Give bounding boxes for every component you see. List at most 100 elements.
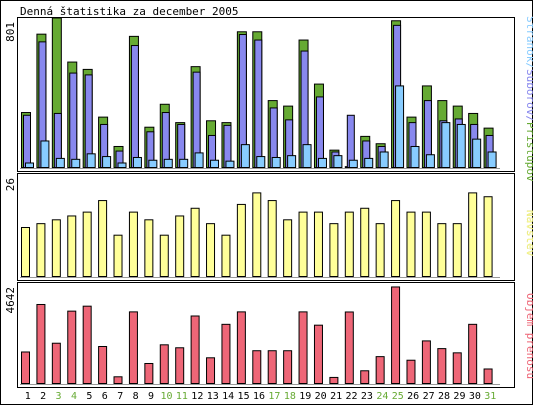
bar-volume-day-30 (468, 323, 478, 384)
x-tick-label: 25 (392, 391, 404, 402)
x-tick-label: 10 (160, 391, 172, 402)
x-tick-label: 7 (117, 391, 123, 402)
bar-volume-day-15 (236, 311, 246, 384)
bar-pages-day-2 (40, 140, 50, 168)
bar-visits-day-30 (468, 192, 478, 277)
x-tick-label: 18 (284, 391, 296, 402)
bar-volume-day-6 (98, 345, 108, 385)
bar-visits-day-29 (452, 223, 462, 277)
bar-pages-day-14 (225, 160, 235, 169)
bar-volume-day-16 (252, 350, 262, 385)
chart-title: Denná štatistika za december 2005 (20, 5, 239, 18)
bar-volume-day-24 (375, 356, 385, 384)
bar-volume-day-22 (344, 311, 354, 384)
bar-pages-day-6 (102, 156, 112, 169)
bar-pages-day-1 (25, 162, 34, 169)
x-tick-label: 2 (40, 391, 46, 402)
x-tick-label: 17 (268, 391, 280, 402)
bar-volume-day-11 (175, 347, 185, 385)
x-tick-label: 22 (345, 391, 357, 402)
x-tick-label: 14 (222, 391, 234, 402)
bar-pages-day-22 (348, 159, 358, 169)
bar-visits-day-7 (113, 234, 123, 277)
bar-pages-day-7 (117, 162, 127, 169)
y-label-1-part-3: Prístupov (524, 122, 533, 182)
bar-pages-day-28 (441, 122, 451, 168)
bar-volume-day-14 (221, 323, 231, 384)
bar-pages-day-3 (55, 157, 65, 169)
y-label-1-part-2: Súborov/ (524, 69, 533, 122)
bar-visits-day-20 (313, 211, 323, 277)
y-max-label-1: 801 (4, 22, 17, 42)
bar-pages-day-18 (287, 155, 297, 169)
bar-volume-day-1 (21, 351, 30, 385)
bar-visits-day-18 (283, 219, 293, 277)
x-tick-label: 23 (361, 391, 373, 402)
bar-volume-day-7 (113, 376, 123, 385)
bar-visits-day-8 (128, 211, 138, 277)
x-tick-label: 31 (484, 391, 496, 402)
bar-pages-day-9 (148, 159, 158, 169)
bar-pages-day-27 (425, 154, 435, 169)
bar-volume-day-9 (144, 362, 154, 384)
x-tick-label: 24 (376, 391, 388, 402)
bar-pages-day-19 (302, 144, 312, 168)
bar-pages-day-12 (194, 152, 204, 168)
bar-visits-day-10 (159, 234, 169, 277)
bar-visits-day-31 (483, 196, 493, 278)
bar-pages-day-4 (71, 158, 81, 169)
bar-visits-day-27 (421, 211, 431, 277)
bar-visits-day-16 (252, 192, 262, 277)
bar-visits-day-6 (98, 200, 108, 277)
bar-volume-day-2 (36, 303, 46, 384)
x-tick-label: 19 (299, 391, 311, 402)
bar-visits-day-9 (144, 219, 154, 277)
bar-visits-day-26 (406, 211, 416, 277)
bar-visits-day-23 (360, 207, 370, 277)
bar-pages-day-25 (395, 85, 405, 168)
bar-visits-day-5 (82, 211, 92, 277)
bar-volume-day-12 (190, 315, 200, 384)
bar-visits-day-3 (51, 219, 61, 277)
bar-files-day-20 (315, 96, 324, 168)
bar-volume-day-3 (51, 342, 61, 384)
bar-pages-day-29 (456, 123, 466, 168)
x-tick-label: 3 (56, 391, 62, 402)
x-tick-label: 6 (102, 391, 108, 402)
bar-pages-day-31 (487, 151, 497, 168)
y-label-1-part-1: Stránok/ (524, 16, 533, 69)
bar-volume-day-5 (82, 305, 92, 384)
x-tick-label: 9 (148, 391, 154, 402)
bar-volume-day-19 (298, 311, 308, 384)
bar-visits-day-1 (21, 227, 30, 277)
x-tick-label: 4 (71, 391, 77, 402)
x-tick-label: 27 (423, 391, 435, 402)
bar-volume-day-23 (360, 370, 370, 384)
bar-volume-day-20 (313, 324, 323, 384)
bar-pages-day-11 (179, 158, 189, 169)
bar-pages-day-21 (333, 155, 343, 169)
bar-visits-day-15 (236, 203, 246, 277)
bar-volume-day-18 (283, 350, 293, 385)
x-tick-label: 29 (453, 391, 465, 402)
bar-volume-day-26 (406, 359, 416, 385)
bar-pages-day-16 (256, 156, 266, 169)
bar-files-day-1 (23, 114, 31, 169)
bar-visits-day-4 (67, 215, 77, 277)
y-label-3: Objem prenosu (524, 293, 533, 379)
x-tick-label: 5 (86, 391, 92, 402)
bar-visits-day-12 (190, 207, 200, 277)
x-tick-label: 16 (253, 391, 265, 402)
x-tick-label: 13 (207, 391, 219, 402)
bar-visits-day-14 (221, 234, 231, 277)
bar-pages-day-30 (472, 138, 482, 168)
x-tick-label: 11 (176, 391, 188, 402)
x-tick-label: 1 (25, 391, 31, 402)
y-max-label-2: 26 (4, 178, 17, 191)
bar-pages-day-20 (317, 157, 327, 169)
bar-volume-day-17 (267, 350, 277, 385)
bar-volume-day-10 (159, 344, 169, 384)
x-tick-label: 12 (191, 391, 203, 402)
